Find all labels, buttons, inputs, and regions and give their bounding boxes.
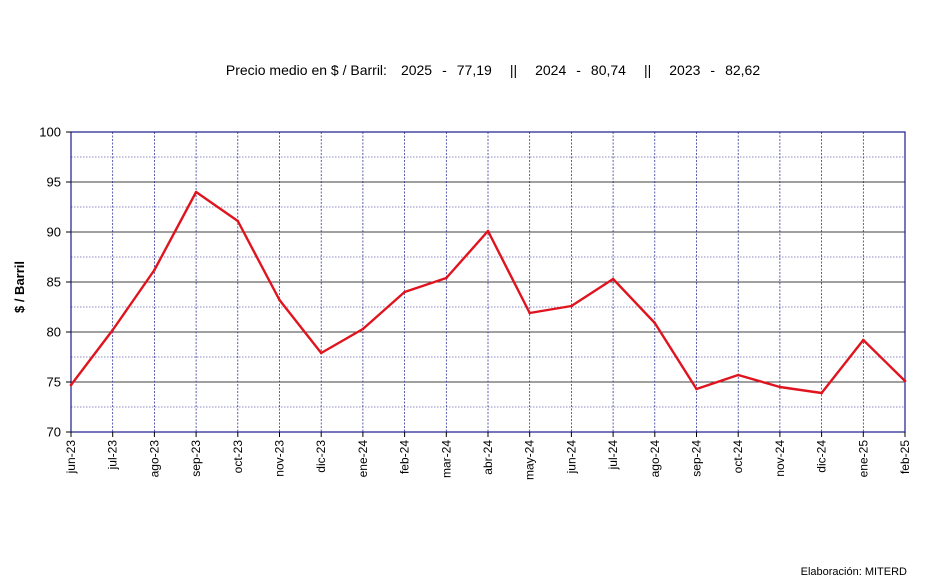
data-point (111, 328, 114, 332)
y-tick-label: 85 (47, 275, 61, 290)
subtitle-year: 2025 (401, 62, 432, 78)
data-point (862, 338, 865, 342)
data-point (69, 383, 73, 387)
data-point (319, 351, 323, 355)
y-tick-label: 100 (39, 125, 61, 140)
plot-area (69, 131, 907, 433)
data-point (653, 321, 657, 325)
x-tick-label: abr-24 (481, 440, 495, 475)
x-tick-label: ago-24 (648, 440, 662, 478)
x-tick-label: jul-23 (106, 440, 120, 471)
subtitle-value: 77,19 (457, 62, 492, 78)
x-tick-label: jun-24 (564, 440, 578, 475)
source-credit: Elaboración: MITERD (801, 566, 907, 578)
subtitle-divider: || (644, 62, 651, 78)
y-tick-label: 95 (47, 175, 61, 190)
y-axis-label: $ / Barril (12, 261, 27, 313)
x-tick-label: sep-23 (189, 440, 203, 477)
x-tick-label: oct-24 (731, 440, 745, 474)
data-point (736, 373, 740, 377)
x-tick-label: mar-24 (439, 440, 453, 478)
x-tick-label: jul-24 (606, 440, 620, 471)
data-point (486, 229, 490, 233)
subtitle-year: 2024 (535, 62, 566, 78)
x-tick-label: oct-23 (231, 440, 245, 474)
subtitle-value: 82,62 (725, 62, 760, 78)
subtitle-separator: - (710, 62, 715, 78)
subtitle-divider: || (510, 62, 517, 78)
x-tick-label: nov-23 (273, 440, 287, 477)
data-point (611, 277, 615, 281)
data-point (445, 276, 448, 280)
data-point (236, 219, 240, 223)
x-tick-label: dic-24 (815, 440, 829, 473)
x-tick-label: ago-23 (147, 440, 161, 478)
x-tick-label: feb-25 (898, 440, 912, 474)
chart-subtitle: Precio medio en $ / Barril: 2025-77,19 || 2… (226, 62, 760, 78)
x-tick-label: nov-24 (773, 440, 787, 477)
series-line (69, 190, 907, 395)
x-tick-label: jun-23 (64, 440, 78, 475)
y-tick-label: 75 (47, 375, 61, 390)
data-point (820, 391, 823, 395)
x-tick-label: ene-24 (356, 440, 370, 478)
data-point (153, 268, 156, 272)
subtitle-lead: Precio medio en $ / Barril: (226, 62, 387, 78)
x-tick-label: may-24 (523, 440, 537, 480)
x-tick-label: ene-25 (856, 440, 870, 478)
data-point (528, 311, 531, 315)
data-point (903, 379, 907, 383)
data-point (361, 327, 365, 331)
subtitle-year: 2023 (669, 62, 700, 78)
data-point (570, 304, 573, 308)
y-tick-label: 90 (47, 225, 61, 240)
x-tick-label: dic-23 (314, 440, 328, 473)
x-axis: jun-23 jul-23 ago-23 sep-23 oct-23 nov-23 dic-… (64, 432, 912, 480)
x-tick-label: sep-24 (690, 440, 704, 477)
data-point (194, 190, 198, 194)
data-point (278, 298, 281, 302)
subtitle-value: 80,74 (591, 62, 626, 78)
subtitle-separator: - (576, 62, 581, 78)
y-tick-label: 70 (47, 425, 61, 440)
y-tick-label: 80 (47, 325, 61, 340)
data-point (403, 290, 406, 294)
y-axis: 70 75 80 85 90 95 100 (39, 125, 71, 440)
subtitle-separator: - (442, 62, 447, 78)
data-point (778, 385, 782, 389)
data-point (695, 387, 698, 391)
x-tick-label: feb-24 (398, 440, 412, 474)
